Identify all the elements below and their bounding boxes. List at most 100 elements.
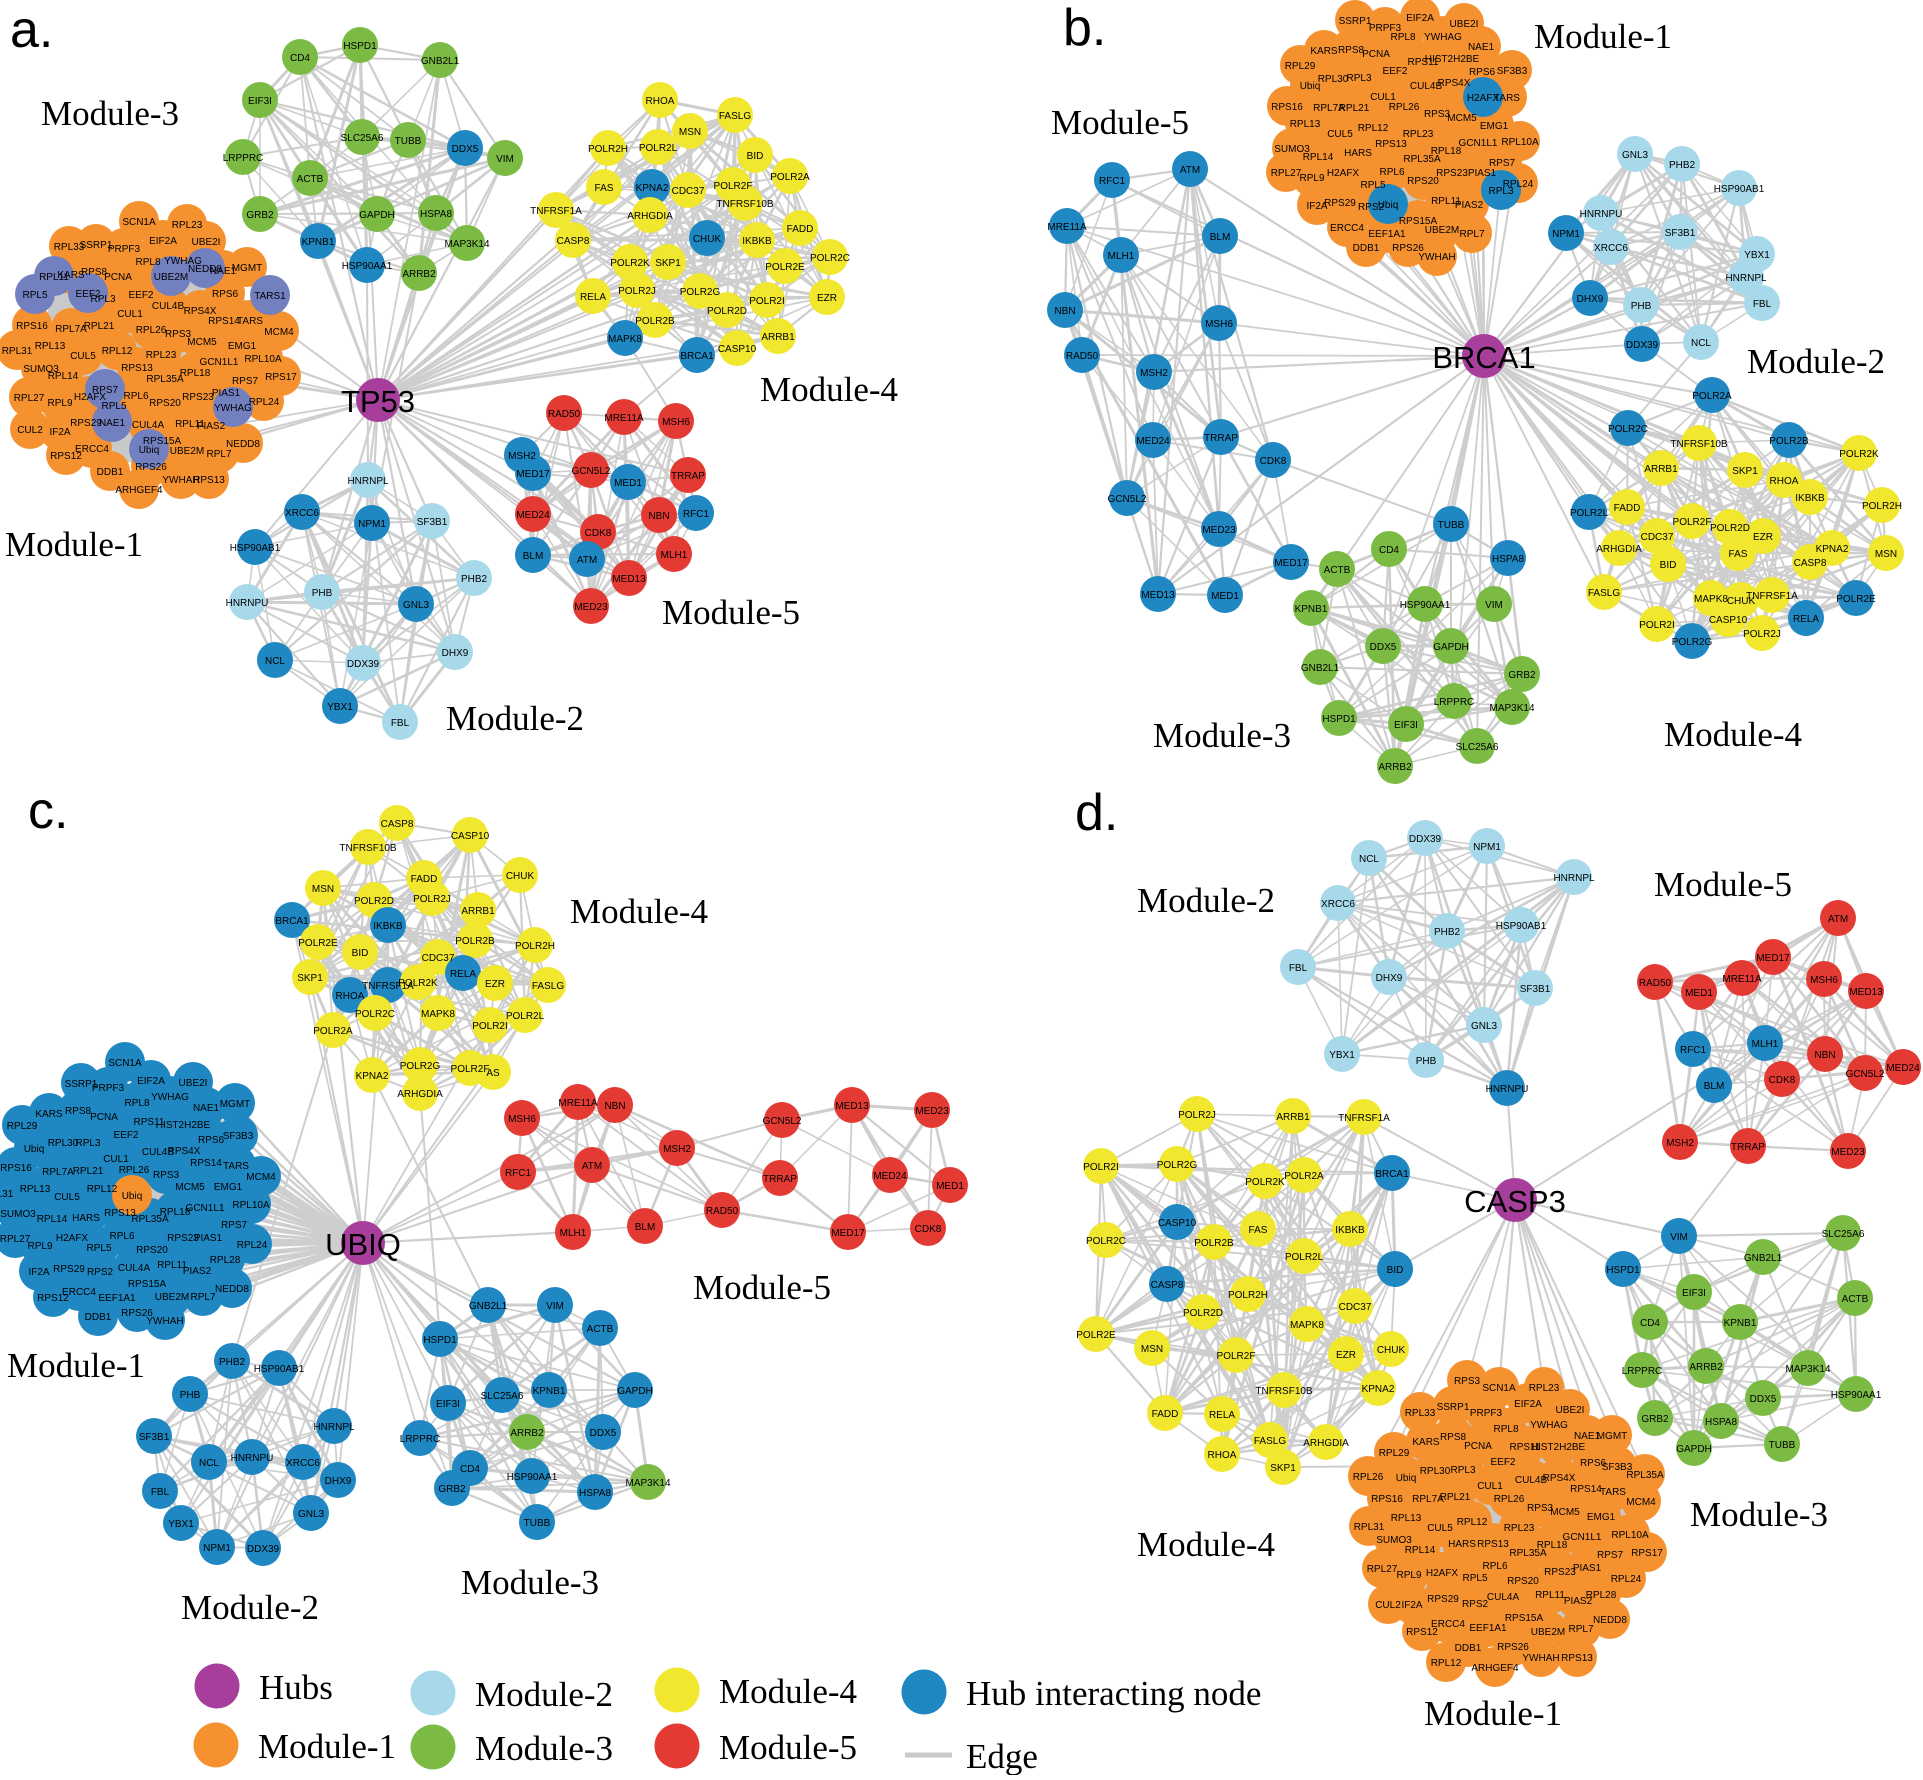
svg-text:EZR: EZR	[1753, 532, 1773, 543]
svg-text:Module-4: Module-4	[1664, 715, 1802, 754]
svg-text:MRE11A: MRE11A	[558, 1098, 598, 1109]
svg-text:RPL9: RPL9	[1299, 173, 1324, 184]
svg-text:POLR2E: POLR2E	[1836, 594, 1876, 605]
svg-text:SF3B1: SF3B1	[417, 517, 448, 528]
svg-text:AS: AS	[486, 1068, 500, 1079]
svg-text:Module-1: Module-1	[7, 1346, 145, 1385]
svg-text:POLR2D: POLR2D	[1183, 1308, 1223, 1319]
svg-text:MED13: MED13	[1141, 590, 1175, 601]
svg-text:UBE2M: UBE2M	[154, 272, 188, 283]
svg-text:TRRAP: TRRAP	[671, 471, 705, 482]
svg-text:RPL8: RPL8	[124, 1098, 149, 1109]
svg-text:TUBB: TUBB	[1769, 1440, 1796, 1451]
svg-text:RPL35A: RPL35A	[1626, 1470, 1664, 1481]
svg-text:RPS12: RPS12	[50, 451, 82, 462]
svg-text:PCNA: PCNA	[90, 1112, 118, 1123]
svg-text:RPS14: RPS14	[1570, 1484, 1602, 1495]
svg-text:PHB: PHB	[180, 1390, 201, 1401]
svg-text:SF3B1: SF3B1	[139, 1432, 170, 1443]
svg-text:MAP3K14: MAP3K14	[625, 1478, 670, 1489]
svg-text:POLR2G: POLR2G	[400, 1061, 441, 1072]
svg-text:RPS14: RPS14	[190, 1158, 222, 1169]
svg-text:POLR2G: POLR2G	[1157, 1160, 1198, 1171]
svg-text:RPS7: RPS7	[1489, 158, 1516, 169]
svg-text:RELA: RELA	[1209, 1410, 1235, 1421]
svg-text:TRRAP: TRRAP	[1731, 1142, 1765, 1153]
svg-text:HSP90AB1: HSP90AB1	[230, 543, 281, 554]
svg-text:LRPPRC: LRPPRC	[223, 153, 264, 164]
svg-text:SF3B1: SF3B1	[1520, 984, 1551, 995]
svg-text:EZR: EZR	[817, 293, 837, 304]
svg-text:d.: d.	[1075, 784, 1118, 842]
svg-text:BRCA1: BRCA1	[1432, 340, 1535, 375]
svg-text:RPL3: RPL3	[1346, 73, 1371, 84]
svg-text:BID: BID	[352, 948, 369, 959]
svg-text:IKBKB: IKBKB	[1795, 493, 1825, 504]
svg-text:VIM: VIM	[496, 154, 514, 165]
svg-text:DDB1: DDB1	[1353, 243, 1380, 254]
svg-text:DDX5: DDX5	[590, 1428, 617, 1439]
svg-text:YBX1: YBX1	[168, 1519, 194, 1530]
svg-text:NAE1: NAE1	[210, 266, 237, 277]
svg-text:RPS26: RPS26	[1497, 1642, 1529, 1653]
svg-text:HNRNPL: HNRNPL	[1553, 873, 1595, 884]
svg-text:TUBB: TUBB	[524, 1518, 551, 1529]
svg-text:RPL29: RPL29	[7, 1121, 38, 1132]
svg-text:POLR2J: POLR2J	[618, 286, 656, 297]
svg-text:GNB2L1: GNB2L1	[1301, 663, 1340, 674]
svg-text:MED1: MED1	[1211, 591, 1239, 602]
svg-text:MAP3K14: MAP3K14	[1785, 1364, 1830, 1375]
svg-text:RPS15A: RPS15A	[1505, 1613, 1544, 1624]
svg-text:EIF3I: EIF3I	[436, 1399, 460, 1410]
svg-text:POLR2B: POLR2B	[1194, 1238, 1234, 1249]
svg-text:POLR2A: POLR2A	[313, 1026, 353, 1037]
svg-text:SLC25A6: SLC25A6	[1456, 742, 1499, 753]
svg-text:RPS26: RPS26	[1392, 243, 1424, 254]
svg-text:RHOA: RHOA	[1770, 476, 1799, 487]
svg-text:YWHAH: YWHAH	[1522, 1653, 1559, 1664]
svg-text:RPL26: RPL26	[1494, 1494, 1525, 1505]
svg-text:YWHAH: YWHAH	[162, 475, 199, 486]
svg-text:EEF2: EEF2	[128, 290, 153, 301]
svg-text:GAPDH: GAPDH	[1676, 1444, 1712, 1455]
svg-text:PIAS1: PIAS1	[194, 1233, 223, 1244]
svg-text:POLR2C: POLR2C	[355, 1009, 395, 1020]
svg-text:RPS7: RPS7	[1597, 1550, 1624, 1561]
svg-text:GRB2: GRB2	[1508, 670, 1536, 681]
svg-text:RPS29: RPS29	[1324, 198, 1356, 209]
svg-text:ATM: ATM	[1180, 165, 1200, 176]
svg-text:XRCC6: XRCC6	[1321, 899, 1355, 910]
svg-text:MSH6: MSH6	[1810, 975, 1838, 986]
svg-text:RPL29: RPL29	[1285, 61, 1316, 72]
svg-text:POLR2C: POLR2C	[810, 253, 850, 264]
svg-text:KPNA2: KPNA2	[1816, 544, 1849, 555]
svg-text:HSPD1: HSPD1	[1322, 714, 1356, 725]
svg-text:XRCC6: XRCC6	[286, 1458, 320, 1469]
svg-text:TRRAP: TRRAP	[1204, 433, 1238, 444]
svg-text:LRPPRC: LRPPRC	[1434, 697, 1475, 708]
svg-text:RPL7: RPL7	[1568, 1624, 1593, 1635]
svg-text:CUL5: CUL5	[1327, 129, 1353, 140]
svg-text:UBE2M: UBE2M	[1425, 225, 1459, 236]
svg-text:MED13: MED13	[1849, 987, 1883, 998]
svg-text:CHUK: CHUK	[1727, 596, 1756, 607]
svg-text:Module-3: Module-3	[1153, 716, 1291, 755]
svg-text:YWHAG: YWHAG	[164, 256, 202, 267]
svg-text:MGMT: MGMT	[232, 263, 263, 274]
svg-text:RPL21: RPL21	[84, 321, 115, 332]
svg-text:POLR2H: POLR2H	[1862, 501, 1902, 512]
svg-text:MCM5: MCM5	[187, 337, 217, 348]
svg-text:GNL3: GNL3	[403, 600, 430, 611]
svg-text:RPS14: RPS14	[208, 316, 240, 327]
svg-text:IKBKB: IKBKB	[373, 921, 403, 932]
svg-text:RPS7: RPS7	[232, 376, 259, 387]
svg-text:RELA: RELA	[1793, 614, 1819, 625]
svg-text:POLR2B: POLR2B	[635, 316, 675, 327]
svg-text:CUL1: CUL1	[117, 309, 143, 320]
svg-text:ATM: ATM	[577, 555, 597, 566]
svg-text:RAD50: RAD50	[1639, 978, 1672, 989]
svg-text:RPS4X: RPS4X	[184, 306, 217, 317]
svg-text:PHB: PHB	[1631, 301, 1652, 312]
svg-text:FAS: FAS	[1729, 549, 1748, 560]
svg-text:HSP90AB1: HSP90AB1	[1496, 921, 1547, 932]
